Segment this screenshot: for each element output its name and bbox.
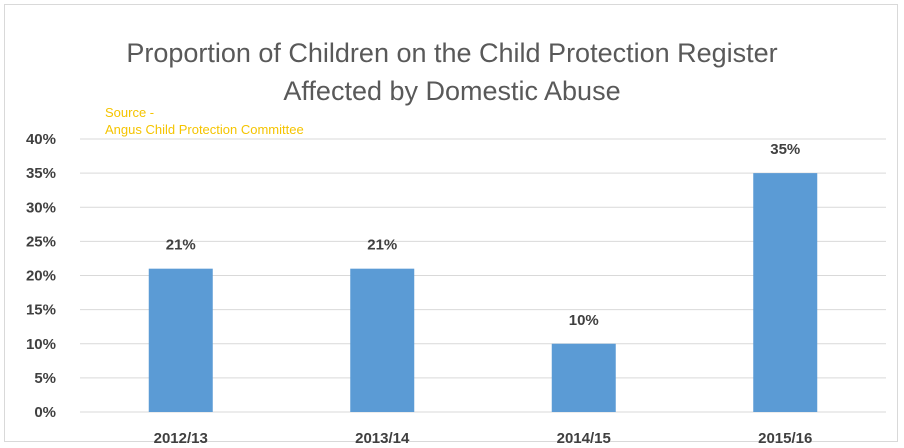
y-tick-label: 5% — [34, 370, 56, 387]
x-tick-label: 2013/14 — [355, 430, 410, 447]
y-tick-label: 30% — [26, 199, 56, 216]
source-line-1: Source - — [105, 105, 155, 120]
bar — [148, 268, 213, 412]
y-tick-label: 35% — [26, 165, 56, 182]
data-label: 35% — [770, 141, 800, 158]
x-tick-label: 2014/15 — [557, 430, 611, 447]
bar — [551, 343, 616, 412]
chart-title-line-2: Affected by Domestic Abuse — [283, 76, 621, 106]
source-note: Source - Angus Child Protection Committe… — [105, 104, 304, 138]
y-tick-label: 10% — [26, 336, 56, 353]
bar — [350, 268, 415, 412]
y-tick-label: 15% — [26, 302, 56, 319]
y-tick-label: 20% — [26, 268, 56, 285]
y-tick-label: 25% — [26, 233, 56, 250]
data-label: 10% — [569, 312, 599, 329]
data-label: 21% — [367, 237, 397, 254]
data-label: 21% — [166, 237, 196, 254]
x-tick-label: 2012/13 — [154, 430, 208, 447]
y-tick-label: 0% — [34, 404, 56, 421]
chart-title-line-1: Proportion of Children on the Child Prot… — [126, 38, 778, 68]
bar — [753, 173, 818, 412]
source-line-2: Angus Child Protection Committee — [105, 122, 304, 137]
x-tick-label: 2015/16 — [758, 430, 812, 447]
chart-title: Proportion of Children on the Child Prot… — [0, 34, 904, 110]
y-tick-label: 40% — [26, 131, 56, 148]
